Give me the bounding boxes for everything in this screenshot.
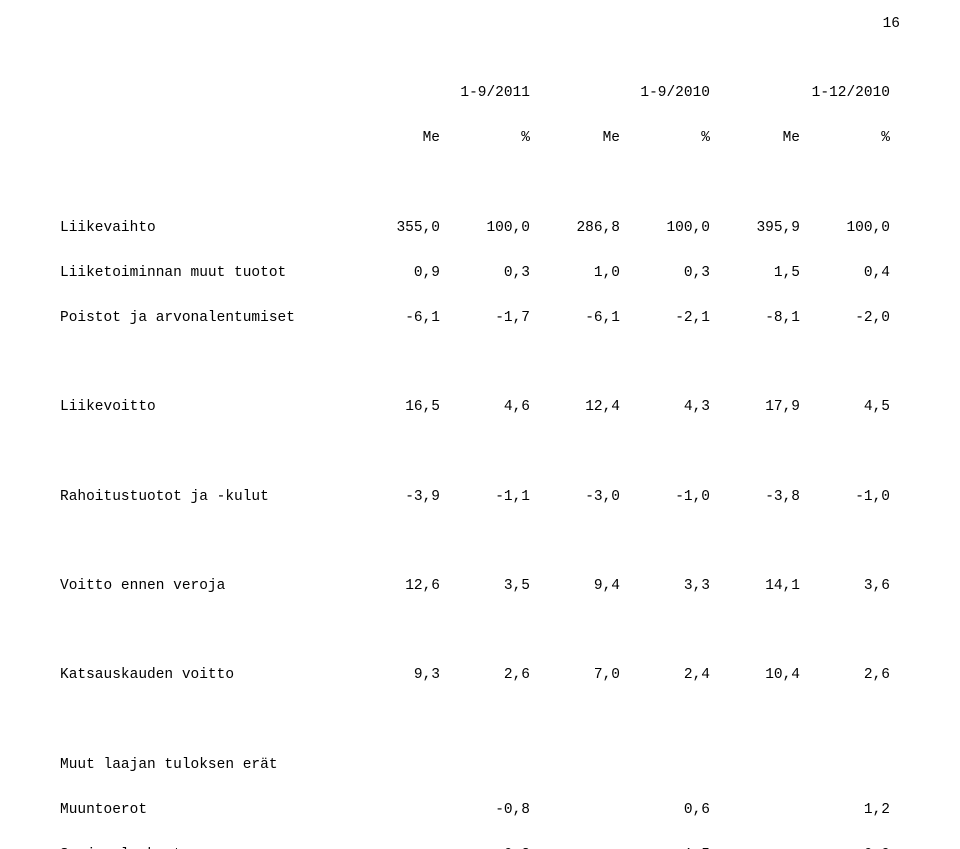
row-label: Liikevoitto	[60, 396, 350, 418]
row-label: Liikevaihto	[60, 217, 350, 239]
row-label: Liiketoiminnan muut tuotot	[60, 262, 350, 284]
period-header-row: 1-9/20111-9/20101-12/2010	[60, 82, 900, 104]
row-label: Rahoitustuotot ja -kulut	[60, 486, 350, 508]
unit-6: %	[800, 127, 890, 149]
unit-4: %	[620, 127, 710, 149]
period-2: 1-9/2010	[530, 82, 710, 104]
table-row: Liikevaihto355,0100,0286,8100,0395,9100,…	[60, 217, 900, 239]
table-row: Voitto ennen veroja12,63,59,43,314,13,6	[60, 575, 900, 597]
section-heading: Muut laajan tuloksen erät	[60, 754, 900, 776]
table-row: Liiketoiminnan muut tuotot0,90,31,00,31,…	[60, 262, 900, 284]
unit-2: %	[440, 127, 530, 149]
row-label: Poistot ja arvonalentumiset	[60, 307, 350, 329]
table-row: Muuntoerot-0,80,61,2	[60, 799, 900, 821]
unit-header-row: Me%Me%Me%	[60, 127, 900, 149]
financial-table: 1-9/20111-9/20101-12/2010 Me%Me%Me% Liik…	[0, 0, 960, 849]
unit-3: Me	[530, 127, 620, 149]
row-label: Voitto ennen veroja	[60, 575, 350, 597]
unit-1: Me	[350, 127, 440, 149]
page-number: 16	[883, 16, 900, 32]
unit-5: Me	[710, 127, 800, 149]
row-label: Muut laajan tuloksen erät	[60, 754, 350, 776]
row-label: Suojauslaskenta	[60, 844, 350, 849]
row-label: Katsauskauden voitto	[60, 664, 350, 686]
period-1: 1-9/2011	[350, 82, 530, 104]
table-row: Suojauslaskenta0,3-1,5-0,9	[60, 844, 900, 849]
period-3: 1-12/2010	[710, 82, 890, 104]
table-row: Poistot ja arvonalentumiset-6,1-1,7-6,1-…	[60, 307, 900, 329]
table-row: Liikevoitto16,54,612,44,317,94,5	[60, 396, 900, 418]
row-label: Muuntoerot	[60, 799, 350, 821]
table-row: Katsauskauden voitto9,32,67,02,410,42,6	[60, 664, 900, 686]
table-row: Rahoitustuotot ja -kulut-3,9-1,1-3,0-1,0…	[60, 486, 900, 508]
